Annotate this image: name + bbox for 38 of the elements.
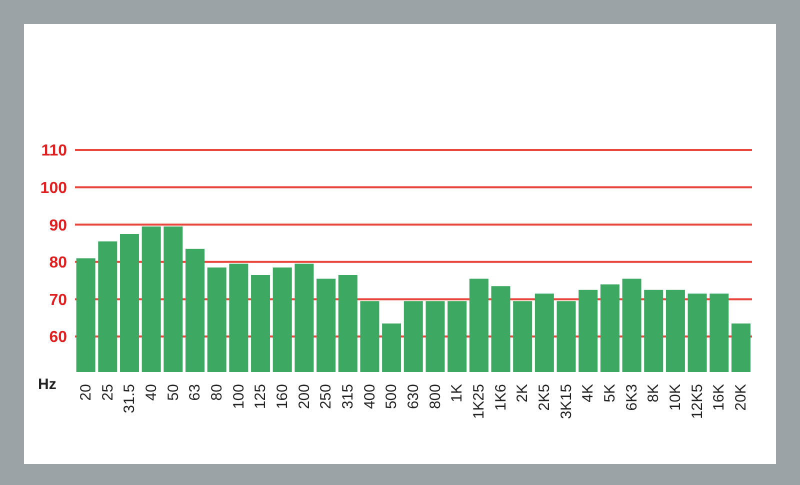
x-tick-label: 800 <box>426 384 444 410</box>
y-tick-label: 70 <box>49 292 68 309</box>
x-tick-label: 630 <box>405 384 422 410</box>
x-tick-label: 2K <box>514 384 532 402</box>
y-tick-label: 60 <box>49 329 68 346</box>
x-tick-label: 250 <box>318 384 335 410</box>
x-tick-label: 20K <box>732 384 750 411</box>
x-tick-label: 100 <box>230 384 248 410</box>
x-tick-label: 160 <box>274 384 291 410</box>
x-tick-label: 5K <box>602 384 619 402</box>
x-tick-label: 63 <box>186 384 204 401</box>
y-tick-label: 80 <box>49 254 68 272</box>
x-tick-label: 10K <box>667 384 684 411</box>
x-tick-label: 400 <box>361 384 378 410</box>
x-tick-label: 80 <box>208 384 226 401</box>
x-tick-label: 3K15 <box>558 384 575 420</box>
y-tick-label: 90 <box>49 217 68 234</box>
x-tick-label: 1K25 <box>470 384 488 420</box>
x-tick-label: 315 <box>339 384 356 410</box>
y-tick-label: 100 <box>40 180 68 197</box>
x-tick-label: 2K5 <box>536 384 554 411</box>
x-tick-label: 16K <box>710 384 728 411</box>
x-tick-label: 31.5 <box>121 384 138 414</box>
x-tick-label: 1K <box>448 384 466 402</box>
x-tick-label: 4K <box>580 384 597 402</box>
x-tick-label: 200 <box>296 384 313 410</box>
x-tick-label: 500 <box>383 384 400 410</box>
x-tick-label: 40 <box>142 384 160 401</box>
x-tick-label: 8K <box>645 384 662 402</box>
x-tick-label: 20 <box>77 384 94 401</box>
x-tick-label: 6K3 <box>623 384 640 411</box>
x-tick-label: 25 <box>99 384 116 401</box>
y-tick-label: 110 <box>41 142 68 160</box>
x-tick-label: 50 <box>164 384 182 401</box>
x-tick-label: 1K6 <box>492 384 510 411</box>
x-tick-label: 125 <box>252 384 270 410</box>
x-tick-label: 12K5 <box>688 384 706 420</box>
x-axis-title: Hz <box>38 376 56 393</box>
